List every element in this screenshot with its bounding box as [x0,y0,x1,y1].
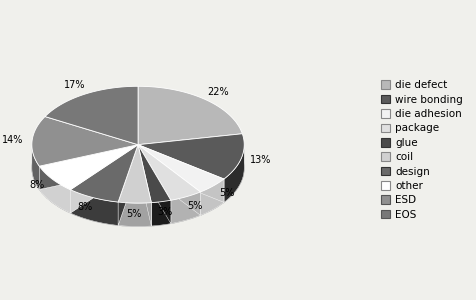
Polygon shape [118,145,138,225]
Polygon shape [45,86,138,145]
Polygon shape [138,145,151,226]
Text: 5%: 5% [219,188,234,198]
Polygon shape [40,166,70,213]
Polygon shape [70,145,138,213]
Polygon shape [32,146,40,190]
Polygon shape [118,145,151,203]
Polygon shape [40,145,138,190]
Polygon shape [70,145,138,202]
Polygon shape [138,145,200,200]
Legend: die defect, wire bonding, die adhesion, package, glue, coil, design, other, ESD,: die defect, wire bonding, die adhesion, … [377,77,466,223]
Text: 3%: 3% [158,207,173,217]
Polygon shape [70,190,118,225]
Polygon shape [32,117,138,166]
Text: 17%: 17% [63,80,85,90]
Text: 22%: 22% [207,87,229,97]
Text: 5%: 5% [127,208,142,219]
Polygon shape [40,145,138,190]
Polygon shape [138,145,200,215]
Polygon shape [138,145,171,224]
Text: 5%: 5% [187,201,203,211]
Polygon shape [200,179,224,215]
Polygon shape [138,145,224,192]
Polygon shape [138,145,171,202]
Text: 13%: 13% [249,155,271,165]
Polygon shape [138,145,151,226]
Polygon shape [138,145,200,215]
Polygon shape [138,134,244,179]
Polygon shape [171,192,200,224]
Ellipse shape [32,110,244,226]
Polygon shape [138,145,224,202]
Polygon shape [118,145,138,225]
Polygon shape [138,145,224,202]
Text: 14%: 14% [2,135,24,146]
Polygon shape [138,145,171,224]
Text: 8%: 8% [77,202,92,212]
Polygon shape [40,145,138,190]
Polygon shape [224,145,244,202]
Polygon shape [118,202,151,226]
Text: 8%: 8% [29,180,44,190]
Polygon shape [151,200,171,226]
Polygon shape [70,145,138,213]
Polygon shape [138,86,242,145]
